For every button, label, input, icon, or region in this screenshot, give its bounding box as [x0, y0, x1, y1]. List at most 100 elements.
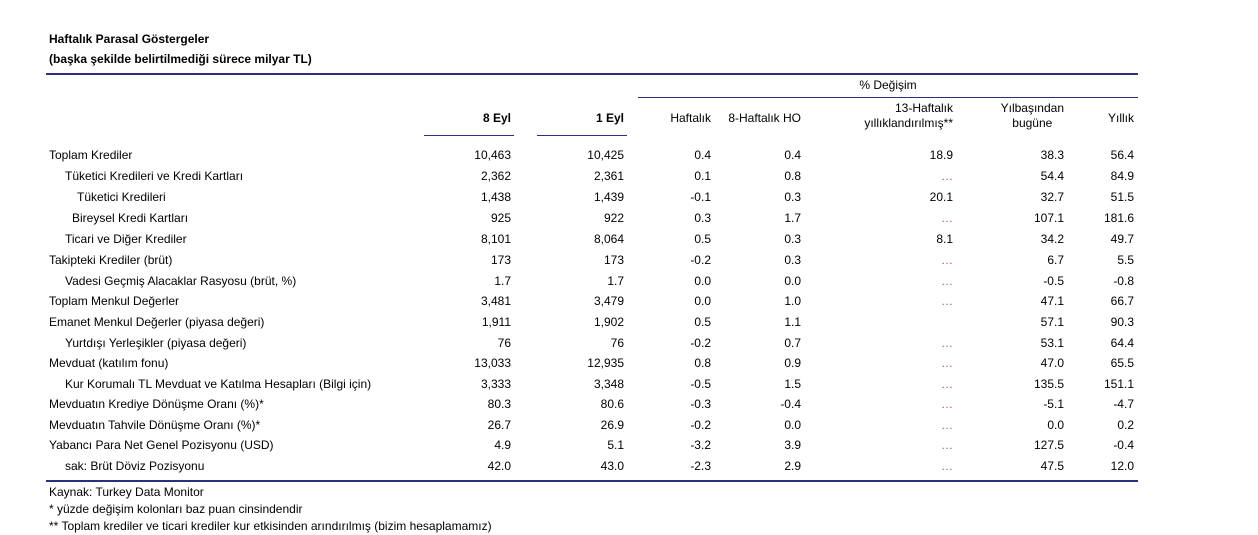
row-label: Mevduatın Tahvile Dönüşme Oranı (%)* [49, 418, 261, 432]
cell-8-eyl: 10,463 [474, 148, 511, 162]
cell-yilbasindan: 54.4 [1040, 169, 1064, 183]
cell-13-haftalik: … [941, 253, 953, 267]
pct-change-header: % Değişim [859, 78, 917, 92]
cell-haftalik: 0.5 [694, 315, 711, 329]
cell-1-eyl: 1.7 [607, 274, 624, 288]
cell-8-eyl: 8,101 [480, 232, 511, 246]
cell-yilbasindan: 47.0 [1040, 356, 1064, 370]
cell-yilbasindan: -5.1 [1043, 397, 1064, 411]
col-header-yillik: Yıllık [1107, 111, 1134, 125]
cell-8-eyl: 42.0 [487, 459, 511, 473]
cell-8-haftalik-ho: 2.9 [784, 459, 801, 473]
cell-yilbasindan: 53.1 [1040, 336, 1064, 350]
cell-haftalik: 0.0 [694, 274, 711, 288]
cell-13-haftalik: … [941, 377, 953, 391]
cell-1-eyl: 26.9 [600, 418, 624, 432]
cell-8-haftalik-ho: 0.3 [784, 232, 801, 246]
col-header-13-haftalik-line2: yıllıklandırılmış** [864, 116, 953, 130]
pct-change-rule [638, 97, 1138, 98]
cell-1-eyl: 12,935 [587, 356, 624, 370]
row-label: Toplam Krediler [49, 148, 133, 162]
cell-yillik: -0.4 [1113, 438, 1134, 452]
cell-yillik: 5.5 [1117, 253, 1134, 267]
cell-8-haftalik-ho: 0.3 [784, 253, 801, 267]
row-label: Tüketici Kredileri [77, 190, 166, 204]
cell-13-haftalik: … [941, 211, 953, 225]
cell-1-eyl: 80.6 [600, 397, 624, 411]
row-label: Yabancı Para Net Genel Pozisyonu (USD) [49, 438, 274, 452]
cell-yilbasindan: 38.3 [1040, 148, 1064, 162]
cell-haftalik: 0.4 [694, 148, 711, 162]
cell-yilbasindan: 34.2 [1040, 232, 1064, 246]
col-header-13-haftalik-line1: 13-Haftalık [894, 101, 953, 115]
table-row: Bireysel Kredi Kartları 925 922 0.3 1.7 … 107.… [0, 209, 1258, 229]
cell-8-eyl: 76 [497, 336, 511, 350]
cell-13-haftalik: … [941, 294, 953, 308]
col-underline-1-eyl [537, 135, 627, 136]
col-underline-8-eyl [424, 135, 514, 136]
col-header-yilbasindan-line2: bugüne [1012, 116, 1053, 130]
cell-yilbasindan: 57.1 [1040, 315, 1064, 329]
cell-haftalik: -0.2 [690, 253, 711, 267]
cell-1-eyl: 10,425 [587, 148, 624, 162]
table-row: Toplam Menkul Değerler 3,481 3,479 0.0 1.0 … 4… [0, 292, 1258, 312]
cell-yillik: 151.1 [1103, 377, 1134, 391]
cell-8-haftalik-ho: -0.4 [780, 397, 801, 411]
cell-1-eyl: 173 [603, 253, 624, 267]
cell-yillik: 49.7 [1110, 232, 1134, 246]
cell-1-eyl: 3,348 [593, 377, 624, 391]
cell-13-haftalik: … [941, 274, 953, 288]
cell-1-eyl: 922 [603, 211, 624, 225]
cell-1-eyl: 1,902 [593, 315, 624, 329]
cell-haftalik: -0.2 [690, 418, 711, 432]
cell-8-haftalik-ho: 0.0 [784, 274, 801, 288]
col-header-yilbasindan: Yılbaşından bugüne [1001, 101, 1064, 131]
row-label: Yurtdışı Yerleşikler (piyasa değeri) [65, 336, 247, 350]
table-row: Toplam Krediler 10,463 10,425 0.4 0.4 18.9 38.… [0, 146, 1258, 166]
cell-8-haftalik-ho: 1.5 [784, 377, 801, 391]
table-row: sak: Brüt Döviz Pozisyonu 42.0 43.0 -2.3 2.9… [0, 457, 1258, 477]
cell-8-eyl: 1.7 [494, 274, 511, 288]
row-label: Ticari ve Diğer Krediler [65, 232, 187, 246]
cell-1-eyl: 5.1 [607, 438, 624, 452]
row-label: Vadesi Geçmiş Alacaklar Rasyosu (brüt, %… [65, 274, 297, 288]
footnote-2: ** Toplam krediler ve ticari krediler ku… [49, 519, 492, 533]
cell-8-eyl: 26.7 [487, 418, 511, 432]
cell-8-haftalik-ho: 1.1 [784, 315, 801, 329]
cell-1-eyl: 76 [610, 336, 624, 350]
cell-13-haftalik: 8.1 [936, 232, 953, 246]
cell-1-eyl: 8,064 [593, 232, 624, 246]
cell-8-haftalik-ho: 0.4 [784, 148, 801, 162]
table-row: Mevduatın Tahvile Dönüşme Oranı (%)* 26.7… [0, 416, 1258, 436]
cell-8-haftalik-ho: 1.0 [784, 294, 801, 308]
cell-haftalik: 0.0 [694, 294, 711, 308]
col-header-1-eyl: 1 Eyl [595, 111, 624, 125]
cell-8-eyl: 1,438 [480, 190, 511, 204]
cell-8-eyl: 173 [490, 253, 511, 267]
bottom-rule [46, 480, 1138, 482]
cell-haftalik: -3.2 [690, 438, 711, 452]
cell-8-haftalik-ho: 0.7 [784, 336, 801, 350]
col-header-8-haftalik-ho: 8-Haftalık HO [728, 111, 801, 125]
row-label: sak: Brüt Döviz Pozisyonu [65, 459, 205, 473]
cell-8-haftalik-ho: 0.8 [784, 169, 801, 183]
row-label: Kur Korumalı TL Mevduat ve Katılma Hesap… [65, 377, 372, 391]
cell-yilbasindan: 0.0 [1047, 418, 1064, 432]
cell-haftalik: 0.3 [694, 211, 711, 225]
cell-8-eyl: 1,911 [481, 315, 511, 329]
source-note: Kaynak: Turkey Data Monitor [49, 485, 204, 499]
cell-13-haftalik: … [941, 397, 953, 411]
table-subtitle: (başka şekilde belirtilmediği sürece mil… [49, 52, 312, 66]
cell-8-eyl: 13,033 [474, 356, 511, 370]
cell-haftalik: -2.3 [690, 459, 711, 473]
cell-13-haftalik: … [941, 169, 953, 183]
cell-yillik: 51.5 [1110, 190, 1134, 204]
row-label: Emanet Menkul Değerler (piyasa değeri) [49, 315, 265, 329]
row-label: Toplam Menkul Değerler [49, 294, 180, 308]
cell-yilbasindan: 47.1 [1040, 294, 1064, 308]
cell-1-eyl: 2,361 [593, 169, 624, 183]
cell-8-eyl: 3,333 [480, 377, 511, 391]
cell-haftalik: -0.5 [690, 377, 711, 391]
cell-yilbasindan: 47.5 [1040, 459, 1064, 473]
cell-13-haftalik: … [941, 438, 953, 452]
